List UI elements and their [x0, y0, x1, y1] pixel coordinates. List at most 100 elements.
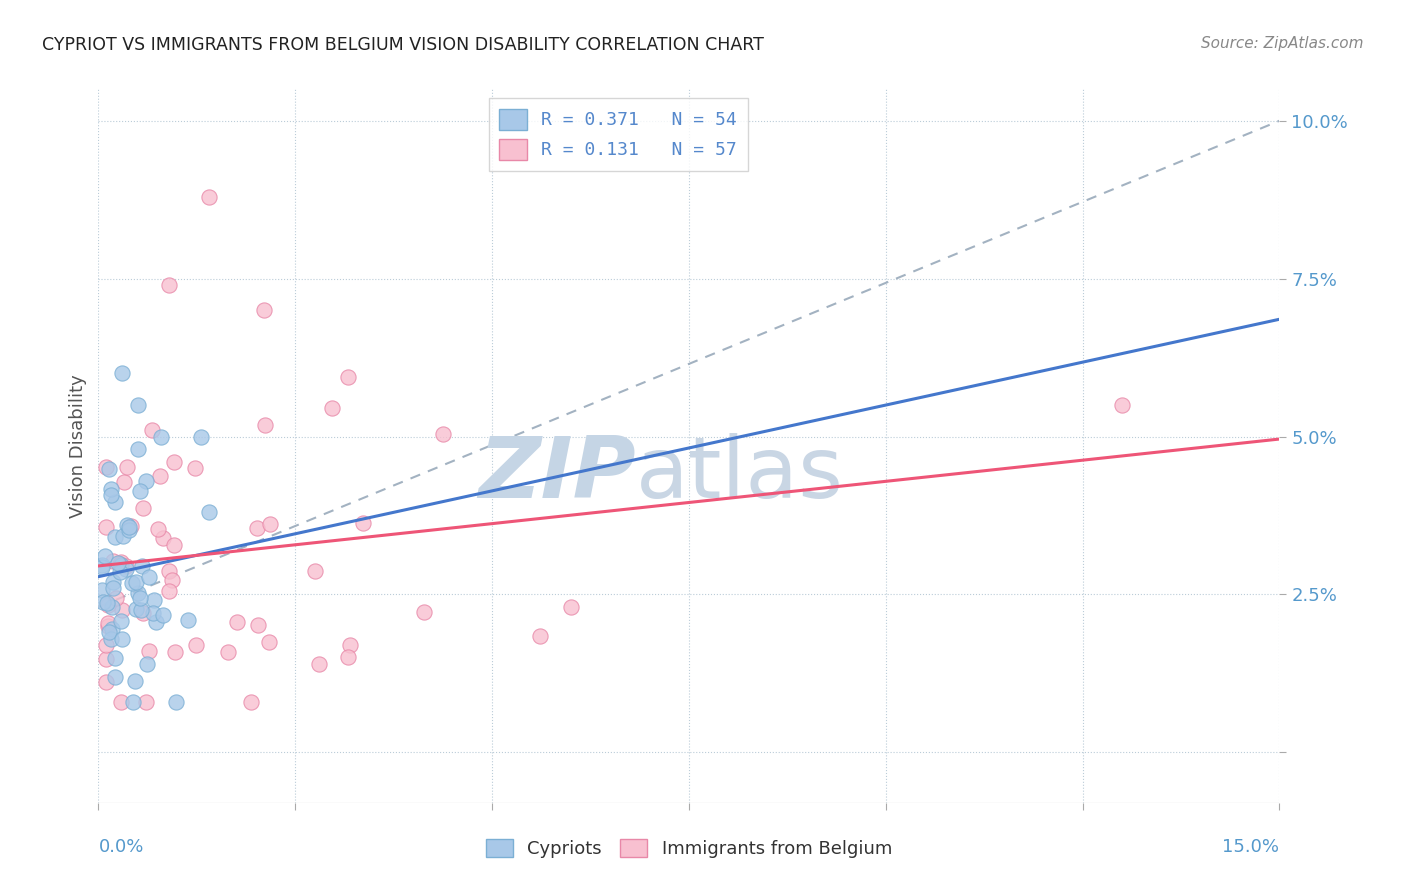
Point [111, 367, 134, 381]
Point [124, 673, 146, 688]
Point [97, 598, 120, 612]
Text: 15.0%: 15.0% [1222, 838, 1279, 855]
Point [110, 614, 132, 628]
Point [101, 599, 124, 614]
Point [101, 575, 124, 590]
Text: 0.0%: 0.0% [98, 838, 143, 855]
Y-axis label: Vision Disability: Vision Disability [69, 374, 87, 518]
Point [96, 674, 118, 689]
Point [111, 632, 134, 646]
Point [143, 592, 166, 607]
Point [127, 442, 149, 457]
Point [115, 517, 138, 532]
Point [529, 629, 551, 643]
Point [110, 695, 132, 709]
Point [1111, 398, 1133, 412]
Point [108, 557, 131, 571]
Point [160, 573, 183, 587]
Point [100, 483, 122, 497]
Point [127, 585, 149, 599]
Text: atlas: atlas [636, 433, 844, 516]
Point [152, 531, 174, 545]
Point [97, 619, 120, 633]
Point [186, 638, 208, 652]
Point [197, 505, 219, 519]
Point [96, 638, 118, 652]
Point [131, 558, 153, 573]
Point [132, 606, 155, 620]
Legend: Cypriots, Immigrants from Belgium: Cypriots, Immigrants from Belgium [478, 831, 900, 865]
Point [150, 429, 173, 443]
Point [128, 483, 150, 498]
Point [253, 303, 276, 318]
Point [226, 615, 249, 629]
Point [163, 645, 186, 659]
Point [337, 370, 360, 384]
Point [107, 556, 129, 570]
Point [157, 564, 180, 578]
Point [101, 622, 124, 636]
Point [125, 601, 148, 615]
Point [145, 615, 167, 629]
Point [141, 423, 163, 437]
Point [132, 500, 155, 515]
Point [104, 495, 127, 509]
Point [184, 460, 207, 475]
Point [136, 657, 159, 671]
Point [122, 695, 145, 709]
Point [321, 401, 343, 416]
Point [163, 455, 186, 469]
Point [239, 695, 262, 709]
Point [110, 555, 132, 569]
Point [121, 575, 143, 590]
Point [110, 558, 132, 573]
Point [115, 562, 138, 576]
Point [259, 516, 281, 531]
Point [129, 603, 152, 617]
Point [91, 558, 114, 573]
Point [190, 429, 212, 443]
Text: ZIP: ZIP [478, 433, 636, 516]
Point [110, 565, 132, 579]
Point [432, 426, 454, 441]
Point [138, 644, 160, 658]
Point [112, 475, 135, 489]
Point [177, 613, 200, 627]
Point [97, 616, 120, 631]
Point [308, 657, 330, 671]
Point [127, 398, 149, 412]
Point [96, 652, 118, 666]
Point [352, 516, 374, 530]
Point [111, 603, 134, 617]
Point [104, 670, 127, 684]
Point [101, 554, 124, 568]
Point [197, 189, 219, 203]
Point [94, 549, 117, 563]
Text: Source: ZipAtlas.com: Source: ZipAtlas.com [1201, 36, 1364, 51]
Point [246, 521, 269, 535]
Point [91, 595, 114, 609]
Point [117, 459, 139, 474]
Text: CYPRIOT VS IMMIGRANTS FROM BELGIUM VISION DISABILITY CORRELATION CHART: CYPRIOT VS IMMIGRANTS FROM BELGIUM VISIO… [42, 36, 763, 54]
Point [138, 570, 160, 584]
Point [120, 519, 142, 533]
Point [337, 649, 360, 664]
Point [339, 638, 361, 652]
Point [413, 605, 436, 619]
Point [157, 584, 180, 599]
Point [165, 695, 187, 709]
Point [146, 522, 169, 536]
Point [142, 606, 165, 620]
Point [247, 618, 270, 632]
Point [135, 695, 157, 709]
Point [97, 462, 120, 476]
Point [103, 581, 125, 595]
Point [104, 591, 127, 605]
Point [117, 520, 139, 534]
Point [253, 417, 276, 432]
Point [91, 560, 114, 574]
Point [100, 488, 122, 502]
Point [135, 474, 157, 488]
Point [257, 635, 280, 649]
Point [96, 459, 118, 474]
